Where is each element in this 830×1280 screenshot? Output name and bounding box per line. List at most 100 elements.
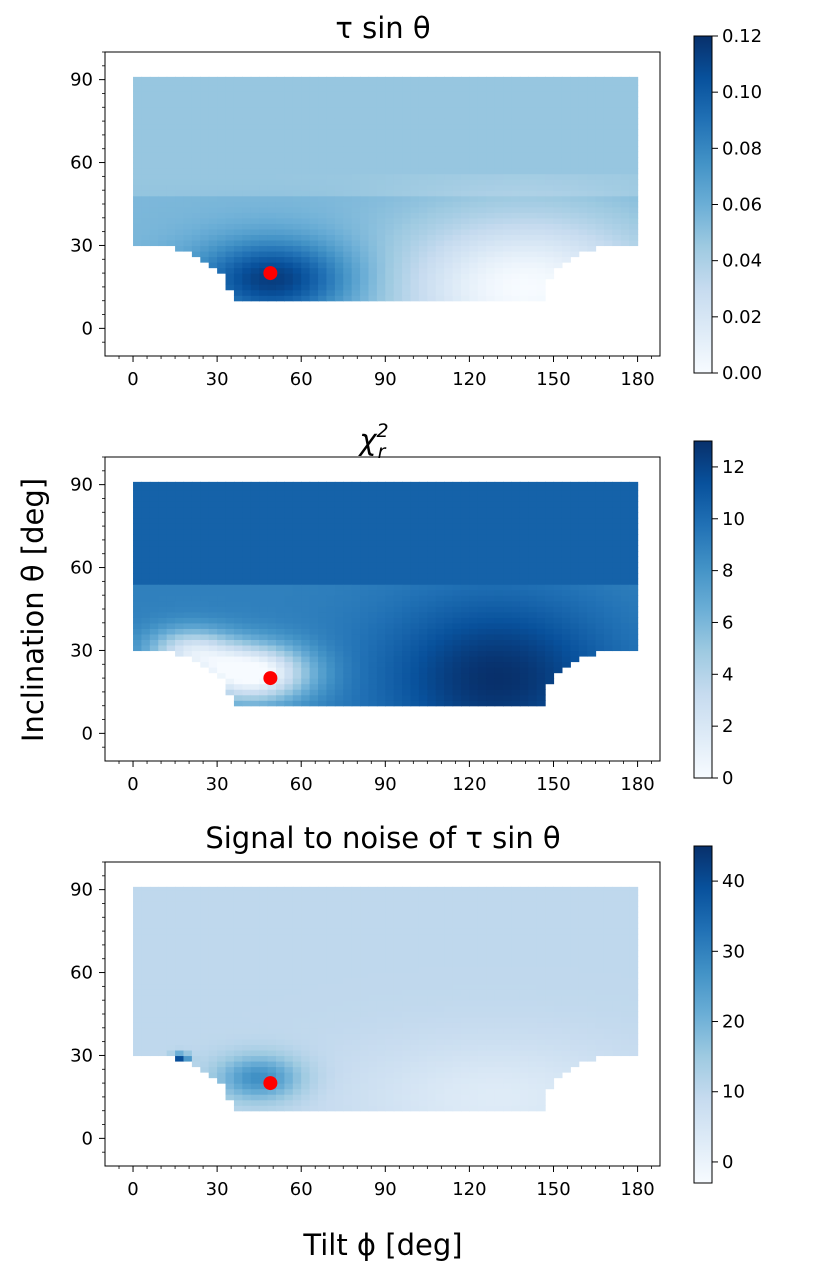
heatmap-cell [200, 206, 210, 213]
heatmap-cell [503, 490, 513, 497]
heatmap-cell [301, 184, 311, 191]
heatmap-cell [208, 168, 218, 175]
heatmap-cell [486, 157, 496, 164]
heatmap-cell [360, 195, 370, 202]
heatmap-cell [141, 961, 151, 968]
heatmap-cell [477, 212, 487, 219]
heatmap-cell [149, 217, 159, 224]
heatmap-cell [511, 573, 521, 580]
heatmap-cell [141, 895, 151, 902]
heatmap-cell [545, 273, 555, 280]
heatmap-cell [334, 584, 344, 591]
heatmap-cell [183, 85, 193, 92]
heatmap-cell [133, 589, 143, 596]
heatmap-cell [233, 689, 243, 696]
heatmap-cell [612, 617, 622, 624]
heatmap-cell [267, 245, 277, 252]
heatmap-cell [444, 573, 454, 580]
heatmap-cell [275, 101, 285, 108]
colorbar-tick-label: 0 [722, 768, 733, 789]
heatmap-cell [158, 922, 168, 929]
heatmap-cell [545, 562, 555, 569]
heatmap-cell [435, 545, 445, 552]
heatmap-cell [301, 256, 311, 263]
heatmap-cell [309, 134, 319, 142]
heatmap-cell [629, 545, 639, 552]
heatmap-cell [528, 683, 538, 690]
heatmap-cell [536, 573, 546, 580]
heatmap-cell [620, 622, 630, 629]
heatmap-cell [191, 622, 201, 629]
heatmap-cell [486, 644, 496, 652]
heatmap-cell [469, 145, 479, 153]
heatmap-cell [309, 700, 319, 707]
heatmap-cell [166, 1016, 176, 1023]
heatmap-cell [486, 501, 496, 508]
heatmap-cell [629, 76, 639, 81]
heatmap-cell [368, 179, 378, 186]
heatmap-cell [612, 622, 622, 629]
heatmap-cell [427, 589, 437, 596]
heatmap-cell [376, 700, 386, 707]
heatmap-cell [629, 179, 639, 186]
heatmap-cell [587, 173, 597, 180]
heatmap-cell [133, 195, 143, 202]
heatmap-cell [553, 556, 563, 563]
heatmap-cell [360, 118, 370, 125]
heatmap-cell [158, 622, 168, 629]
heatmap-cell [393, 267, 403, 274]
heatmap-cell [242, 650, 252, 657]
heatmap-cell [309, 245, 319, 252]
heatmap-cell [578, 134, 588, 142]
heatmap-cell [334, 101, 344, 108]
heatmap-cell [536, 622, 546, 629]
heatmap-cell [578, 96, 588, 103]
heatmap-cell [250, 661, 260, 668]
heatmap-cell [166, 184, 176, 191]
heatmap-cell [418, 589, 428, 596]
heatmap-cell [603, 506, 613, 513]
heatmap-cell [275, 481, 285, 486]
heatmap-cell [141, 573, 151, 580]
heatmap-cell [503, 578, 513, 585]
heatmap-cell [519, 96, 529, 103]
heatmap-cell [166, 967, 176, 974]
heatmap-cell [612, 539, 622, 547]
heatmap-cell [629, 145, 639, 153]
heatmap-cell [250, 573, 260, 580]
heatmap-cell [233, 168, 243, 175]
heatmap-cell [149, 173, 159, 180]
heatmap-cell [612, 129, 622, 136]
heatmap-cell [267, 239, 277, 247]
heatmap-cell [545, 567, 555, 574]
heatmap-cell [284, 278, 294, 285]
heatmap-cell [133, 1027, 143, 1034]
heatmap-cell [452, 129, 462, 136]
heatmap-cell [427, 267, 437, 274]
heatmap-cell [519, 217, 529, 224]
heatmap-cell [444, 694, 454, 701]
heatmap-cell [326, 534, 336, 541]
heatmap-cell [402, 190, 412, 197]
heatmap-cell [334, 667, 344, 674]
heatmap-cell [360, 151, 370, 158]
x-tick-label: 60 [290, 369, 313, 390]
heatmap-cell [334, 284, 344, 291]
heatmap-cell [343, 595, 353, 602]
heatmap-cell [444, 195, 454, 202]
heatmap-cell [402, 173, 412, 180]
heatmap-cell [368, 234, 378, 241]
heatmap-cell [410, 173, 420, 180]
heatmap-cell [486, 123, 496, 130]
heatmap-cell [343, 556, 353, 563]
heatmap-cell [418, 140, 428, 147]
heatmap-cell [595, 212, 605, 219]
heatmap-cell [259, 484, 269, 491]
heatmap-cell [225, 201, 235, 208]
heatmap-cell [360, 179, 370, 186]
heatmap-cell [225, 151, 235, 158]
heatmap-cell [133, 633, 143, 640]
heatmap-cell [208, 140, 218, 147]
heatmap-cell [536, 107, 546, 114]
heatmap-cell [217, 195, 227, 202]
